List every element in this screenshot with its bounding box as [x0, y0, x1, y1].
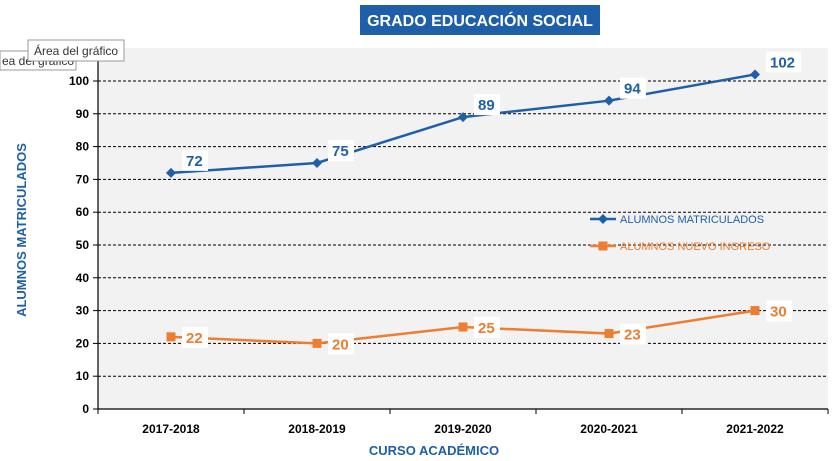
data-label: 30 [770, 304, 787, 321]
x-tick-labels: 2017-2018 2018-2019 2019-2020 2020-2021 2021… [142, 422, 784, 436]
data-label: 72 [186, 153, 203, 170]
data-point[interactable] [750, 306, 760, 316]
y-tick-label: 80 [76, 140, 90, 154]
chart-area-tooltip: ea del gráfico Área del gráfico [0, 39, 125, 71]
y-tick-label: 0 [82, 402, 89, 416]
data-point[interactable] [458, 322, 468, 332]
y-tick-label: 70 [76, 172, 90, 186]
data-point[interactable] [604, 95, 614, 106]
y-tick-label: 30 [76, 304, 90, 318]
legend-label: ALUMNOS NUEVO INGRESO [620, 241, 771, 253]
data-label: 23 [624, 327, 641, 344]
x-tick-label: 2020-2021 [580, 422, 638, 436]
series-nuevo-ingreso[interactable]: 22 20 25 23 30 [166, 300, 793, 355]
data-point[interactable] [166, 167, 176, 178]
legend[interactable]: ALUMNOS MATRICULADOS ALUMNOS NUEVO INGRES… [590, 214, 771, 253]
chart-title-box: GRADO EDUCACIÓN SOCIAL [360, 5, 600, 35]
data-label-background [766, 51, 801, 73]
y-tick-label: 90 [76, 107, 90, 121]
data-label: 94 [624, 81, 641, 98]
x-tick-label: 2021-2022 [726, 422, 784, 436]
x-tick-label: 2019-2020 [434, 422, 492, 436]
chart-title: GRADO EDUCACIÓN SOCIAL [367, 11, 593, 30]
data-label-background [474, 94, 500, 116]
y-tick-labels: 0 10 20 30 40 50 60 70 80 90 100 [69, 74, 89, 416]
x-axis-label: CURSO ACADÉMICO [369, 443, 499, 458]
data-label: 25 [478, 320, 495, 337]
data-point[interactable] [750, 69, 760, 80]
y-tick-label: 100 [69, 74, 89, 88]
series-group: 72 75 89 94 102 22 20 25 23 30 [166, 51, 801, 355]
data-point[interactable] [312, 338, 322, 348]
data-point[interactable] [312, 158, 322, 168]
tooltip-box [27, 39, 125, 62]
axes [93, 48, 829, 414]
data-label: 102 [770, 54, 795, 71]
series-matriculados[interactable]: 72 75 89 94 102 [166, 51, 801, 178]
data-label-background [474, 317, 500, 338]
data-label-background [620, 77, 646, 99]
data-label: 22 [186, 330, 203, 347]
data-point[interactable] [458, 112, 468, 123]
y-tick-label: 10 [76, 369, 90, 383]
legend-marker [598, 214, 608, 224]
y-axis-label: ALUMNOS MATRICULADOS [14, 143, 29, 317]
data-point[interactable] [166, 332, 176, 342]
legend-item[interactable]: ALUMNOS NUEVO INGRESO [590, 241, 771, 253]
data-label: 75 [332, 143, 349, 160]
data-point[interactable] [604, 329, 614, 339]
legend-label: ALUMNOS MATRICULADOS [620, 214, 764, 226]
data-label: 89 [478, 97, 495, 114]
data-label-background [620, 323, 646, 345]
chart-title-background [360, 5, 600, 35]
y-tick-label: 20 [76, 336, 90, 350]
y-tick-label: 40 [76, 271, 90, 285]
data-label-background [328, 333, 354, 355]
legend-item[interactable]: ALUMNOS MATRICULADOS [590, 214, 764, 226]
data-label-background [182, 326, 208, 348]
y-tick-label: 60 [76, 205, 90, 219]
x-tick-label: 2017-2018 [142, 422, 200, 436]
tooltip-text: Área del gráfico [34, 43, 118, 58]
data-label-background [766, 300, 792, 322]
legend-marker [598, 241, 608, 251]
data-label: 20 [332, 336, 349, 353]
data-label-background [182, 149, 208, 171]
y-tick-label: 50 [76, 238, 90, 252]
data-label-background [328, 140, 354, 161]
plot-area[interactable] [98, 48, 828, 409]
x-tick-label: 2018-2019 [288, 422, 346, 436]
